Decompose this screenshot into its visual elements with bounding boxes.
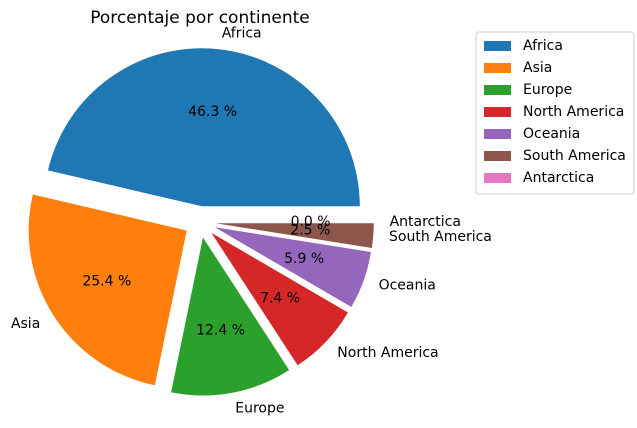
legend-swatch-antarctica bbox=[484, 173, 511, 183]
pie-slices bbox=[28, 48, 374, 396]
chart-title: Porcentaje por continente bbox=[90, 8, 310, 28]
percent-label-north-america: 7.4 % bbox=[260, 290, 300, 306]
slice-label-antarctica: Antarctica bbox=[390, 214, 461, 230]
legend: Africa Asia Europe North America Oceania Sout… bbox=[475, 31, 635, 195]
slice-label-oceania: Oceania bbox=[379, 278, 436, 294]
legend-swatch-north-america bbox=[484, 107, 511, 117]
legend-label-asia: Asia bbox=[523, 60, 552, 76]
pie-slice-labels: Africa Asia Europe North America Oceania Sout… bbox=[11, 26, 492, 417]
legend-swatch-south-america bbox=[484, 151, 511, 161]
pie-slice-europe bbox=[171, 237, 290, 396]
pie-slice-north-america bbox=[211, 232, 348, 366]
legend-items: Africa Asia Europe North America Oceania Sout… bbox=[484, 38, 626, 186]
slice-label-north-america: North America bbox=[337, 345, 438, 361]
slice-label-south-america: South America bbox=[389, 229, 492, 245]
pie-percent-labels: 46.3 % 25.4 % 12.4 % 7.4 % 5.9 % 2.5 %0.0 % bbox=[82, 104, 330, 339]
legend-swatch-europe bbox=[484, 85, 511, 95]
percent-label-asia: 25.4 % bbox=[82, 274, 131, 290]
legend-label-antarctica: Antarctica bbox=[523, 170, 594, 186]
legend-label-africa: Africa bbox=[523, 38, 563, 54]
legend-label-north-america: North America bbox=[523, 104, 624, 120]
pie-slice-africa bbox=[47, 48, 360, 207]
legend-swatch-oceania bbox=[484, 129, 511, 139]
slice-label-asia: Asia bbox=[11, 316, 40, 332]
pie-slice-south-america bbox=[215, 223, 374, 248]
legend-label-south-america: South America bbox=[523, 148, 626, 164]
pie-slice-asia bbox=[28, 194, 187, 386]
legend-swatch-africa bbox=[484, 41, 511, 51]
percent-label-antarctica: 0.0 % bbox=[291, 214, 331, 230]
pie-slice-oceania bbox=[214, 227, 371, 307]
slice-label-africa: Africa bbox=[222, 26, 262, 42]
legend-label-oceania: Oceania bbox=[523, 126, 580, 142]
legend-frame bbox=[475, 31, 635, 195]
percent-label-south-america: 2.5 % bbox=[290, 223, 330, 239]
percent-label-europe: 12.4 % bbox=[196, 323, 245, 339]
percent-label-africa: 46.3 % bbox=[188, 104, 237, 120]
legend-swatch-asia bbox=[484, 63, 511, 73]
legend-label-europe: Europe bbox=[523, 82, 572, 98]
slice-label-europe: Europe bbox=[235, 400, 284, 416]
percent-label-oceania: 5.9 % bbox=[284, 251, 324, 267]
